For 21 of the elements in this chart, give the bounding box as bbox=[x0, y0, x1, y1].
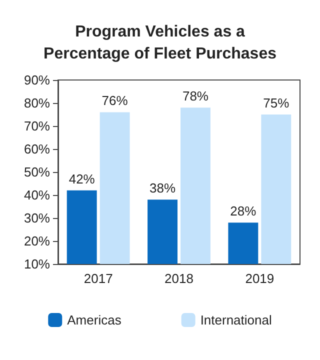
data-label: 76% bbox=[102, 93, 128, 108]
legend-label: International bbox=[200, 312, 272, 328]
chart-title: Program Vehicles as a Percentage of Fleet Purchases bbox=[44, 24, 277, 62]
legend-label: Americas bbox=[67, 312, 122, 328]
x-tick-label: 2019 bbox=[245, 271, 274, 286]
data-label: 78% bbox=[182, 88, 209, 104]
y-tick-label: 80% bbox=[24, 96, 50, 110]
data-label: 38% bbox=[150, 180, 176, 196]
x-tick-label: 2018 bbox=[164, 271, 194, 286]
y-tick-label: 70% bbox=[24, 118, 50, 134]
y-tick-label: 10% bbox=[24, 256, 50, 272]
y-tick-label: 50% bbox=[24, 164, 50, 180]
data-label: 28% bbox=[230, 204, 257, 219]
y-tick-label: 40% bbox=[24, 188, 50, 202]
y-tick-label: 60% bbox=[24, 142, 50, 156]
data-label: 42% bbox=[68, 171, 96, 186]
y-tick-label: 90% bbox=[24, 72, 50, 88]
y-tick-label: 20% bbox=[24, 234, 50, 248]
y-tick-label: 30% bbox=[24, 210, 50, 226]
data-label: 75% bbox=[263, 96, 290, 110]
x-tick-label: 2017 bbox=[84, 271, 113, 286]
